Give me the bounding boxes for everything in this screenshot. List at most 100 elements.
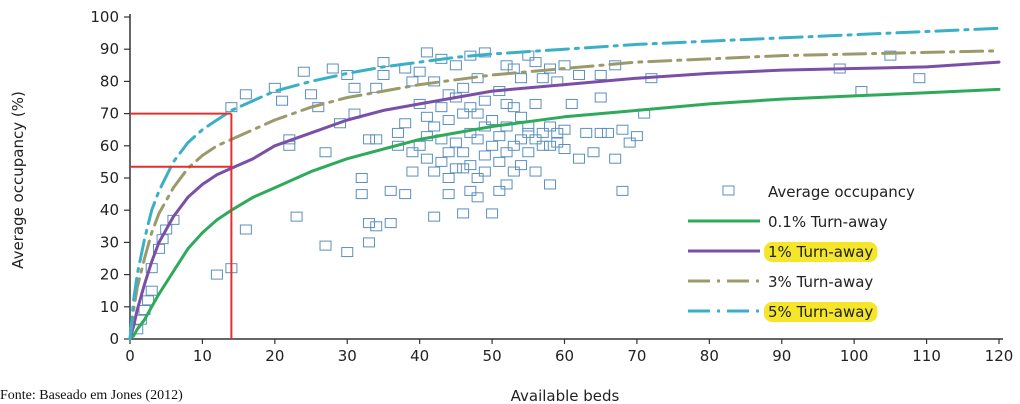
scatter-point xyxy=(428,121,441,132)
scatter-point xyxy=(428,76,441,87)
scatter-point xyxy=(210,269,223,280)
scatter-point xyxy=(420,153,433,164)
scatter-point xyxy=(572,153,585,164)
scatter-point xyxy=(457,163,470,174)
scatter-point xyxy=(594,127,607,138)
scatter-point xyxy=(457,108,470,119)
scatter-point xyxy=(268,82,281,93)
scatter-points xyxy=(131,47,926,335)
scatter-point xyxy=(464,160,477,171)
scatter-point xyxy=(572,69,585,80)
y-tick-label: 100 xyxy=(90,8,119,26)
scatter-point xyxy=(297,66,310,77)
scatter-point xyxy=(406,166,419,177)
source-note: Fonte: Baseado em Jones (2012) xyxy=(0,388,183,403)
x-tick-label: 100 xyxy=(840,347,869,365)
scatter-point xyxy=(413,66,426,77)
scatter-point xyxy=(544,121,557,132)
legend-item: 3% Turn-away xyxy=(688,273,873,291)
scatter-point xyxy=(500,179,513,190)
scatter-point xyxy=(623,137,636,148)
scatter-point xyxy=(515,73,528,84)
scatter-point xyxy=(442,189,455,200)
turnaway-curves xyxy=(128,26,1001,341)
scatter-point xyxy=(551,127,564,138)
legend-marker xyxy=(722,185,735,196)
y-tick-label: 80 xyxy=(100,72,119,90)
x-tick-label: 0 xyxy=(125,347,135,365)
legend-item: 5% Turn-away xyxy=(688,302,878,322)
scatter-point xyxy=(478,95,491,106)
legend-highlight xyxy=(764,302,878,322)
series-line-turnaway-3 xyxy=(128,49,1001,341)
scatter-point xyxy=(464,102,477,113)
scatter-point xyxy=(471,173,484,183)
y-tick-label: 50 xyxy=(100,169,119,187)
scatter-point xyxy=(362,218,375,229)
scatter-point xyxy=(391,127,404,138)
legend-label: 3% Turn-away xyxy=(768,273,873,291)
scatter-point xyxy=(587,147,600,158)
series-line-turnaway-5 xyxy=(128,26,1001,341)
scatter-point xyxy=(529,134,542,145)
scatter-point xyxy=(544,179,557,190)
scatter-point xyxy=(580,127,593,138)
scatter-point xyxy=(355,173,368,183)
y-axis-label: Average occupancy (%) xyxy=(9,91,27,269)
chart-axes xyxy=(129,14,1003,340)
legend-label: 5% Turn-away xyxy=(768,303,873,321)
scatter-point xyxy=(384,185,397,196)
scatter-point xyxy=(601,127,614,138)
scatter-point xyxy=(290,211,303,222)
legend-item: Average occupancy xyxy=(722,183,915,201)
scatter-point xyxy=(522,127,535,138)
y-tick-label: 10 xyxy=(100,298,119,316)
scatter-point xyxy=(529,98,542,109)
scatter-point xyxy=(486,140,499,151)
reference-lines xyxy=(130,112,233,339)
scatter-point xyxy=(464,127,477,138)
scatter-point xyxy=(536,140,549,151)
scatter-point xyxy=(145,285,158,296)
scatter-point xyxy=(486,208,499,219)
scatter-point xyxy=(913,73,926,84)
legend-label: 0.1% Turn-away xyxy=(768,213,888,231)
legend-label: 1% Turn-away xyxy=(768,243,873,261)
scatter-point xyxy=(370,134,383,145)
scatter-point xyxy=(399,189,412,200)
scatter-point xyxy=(319,240,332,251)
y-tick-label: 40 xyxy=(100,201,119,219)
scatter-point xyxy=(362,134,375,145)
scatter-point xyxy=(464,185,477,196)
scatter-point xyxy=(594,69,607,80)
x-tick-label: 10 xyxy=(193,347,212,365)
scatter-point xyxy=(399,118,412,129)
scatter-point xyxy=(471,192,484,203)
scatter-point xyxy=(558,124,571,135)
scatter-point xyxy=(478,150,491,161)
scatter-point xyxy=(616,185,629,196)
scatter-point xyxy=(449,163,462,174)
scatter-point xyxy=(529,166,542,177)
x-tick-label: 20 xyxy=(265,347,284,365)
scatter-point xyxy=(319,147,332,158)
scatter-point xyxy=(377,57,390,68)
scatter-point xyxy=(457,208,470,219)
chart-legend: Average occupancy 0.1% Turn-away 1% Turn-a… xyxy=(688,183,915,322)
y-tick-label: 90 xyxy=(100,40,119,58)
scatter-point xyxy=(449,137,462,148)
y-tick-label: 30 xyxy=(100,233,119,251)
y-tick-label: 0 xyxy=(109,330,119,348)
legend-label: Average occupancy xyxy=(768,183,915,201)
scatter-point xyxy=(565,98,578,109)
scatter-point xyxy=(507,166,520,177)
scatter-point xyxy=(384,218,397,229)
y-tick-label: 20 xyxy=(100,266,119,284)
scatter-point xyxy=(435,102,448,113)
scatter-point xyxy=(442,115,455,126)
scatter-point xyxy=(435,156,448,167)
scatter-point xyxy=(486,115,499,126)
scatter-point xyxy=(406,147,419,158)
scatter-point xyxy=(616,124,629,135)
